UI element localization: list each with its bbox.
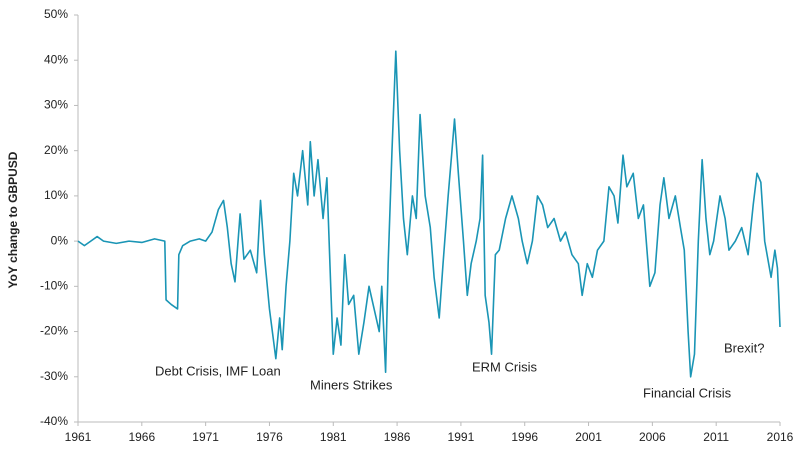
y-tick-label: -10% — [40, 279, 68, 293]
x-tick-label: 2006 — [639, 430, 666, 444]
x-tick-label: 1961 — [65, 430, 92, 444]
annotation: Miners Strikes — [310, 377, 393, 392]
x-tick-label: 1971 — [192, 430, 219, 444]
y-tick-label: 50% — [44, 7, 68, 21]
y-tick-label: 10% — [44, 188, 68, 202]
annotation: Financial Crisis — [643, 385, 732, 400]
annotation: Brexit? — [724, 340, 764, 355]
x-tick-label: 1986 — [384, 430, 411, 444]
annotation: ERM Crisis — [472, 359, 537, 374]
x-tick-label: 1981 — [320, 430, 347, 444]
y-axis-label: YoY change to GBPUSD — [6, 151, 20, 288]
y-tick-label: -30% — [40, 369, 68, 383]
y-tick-label: 40% — [44, 52, 68, 66]
data-line — [77, 50, 781, 378]
y-tick-label: -20% — [40, 324, 68, 338]
x-tick-label: 1966 — [128, 430, 155, 444]
x-tick-label: 2001 — [575, 430, 602, 444]
x-tick-label: 2016 — [767, 430, 794, 444]
x-tick-label: 1976 — [256, 430, 283, 444]
annotation: Debt Crisis, IMF Loan — [155, 363, 281, 378]
x-tick-label: 2011 — [703, 430, 729, 444]
y-tick-label: 0% — [51, 233, 69, 247]
y-tick-label: 30% — [44, 98, 68, 112]
x-tick-label: 1991 — [448, 430, 475, 444]
y-tick-label: 20% — [44, 143, 68, 157]
y-tick-label: -40% — [40, 414, 68, 428]
x-tick-label: 1996 — [511, 430, 538, 444]
